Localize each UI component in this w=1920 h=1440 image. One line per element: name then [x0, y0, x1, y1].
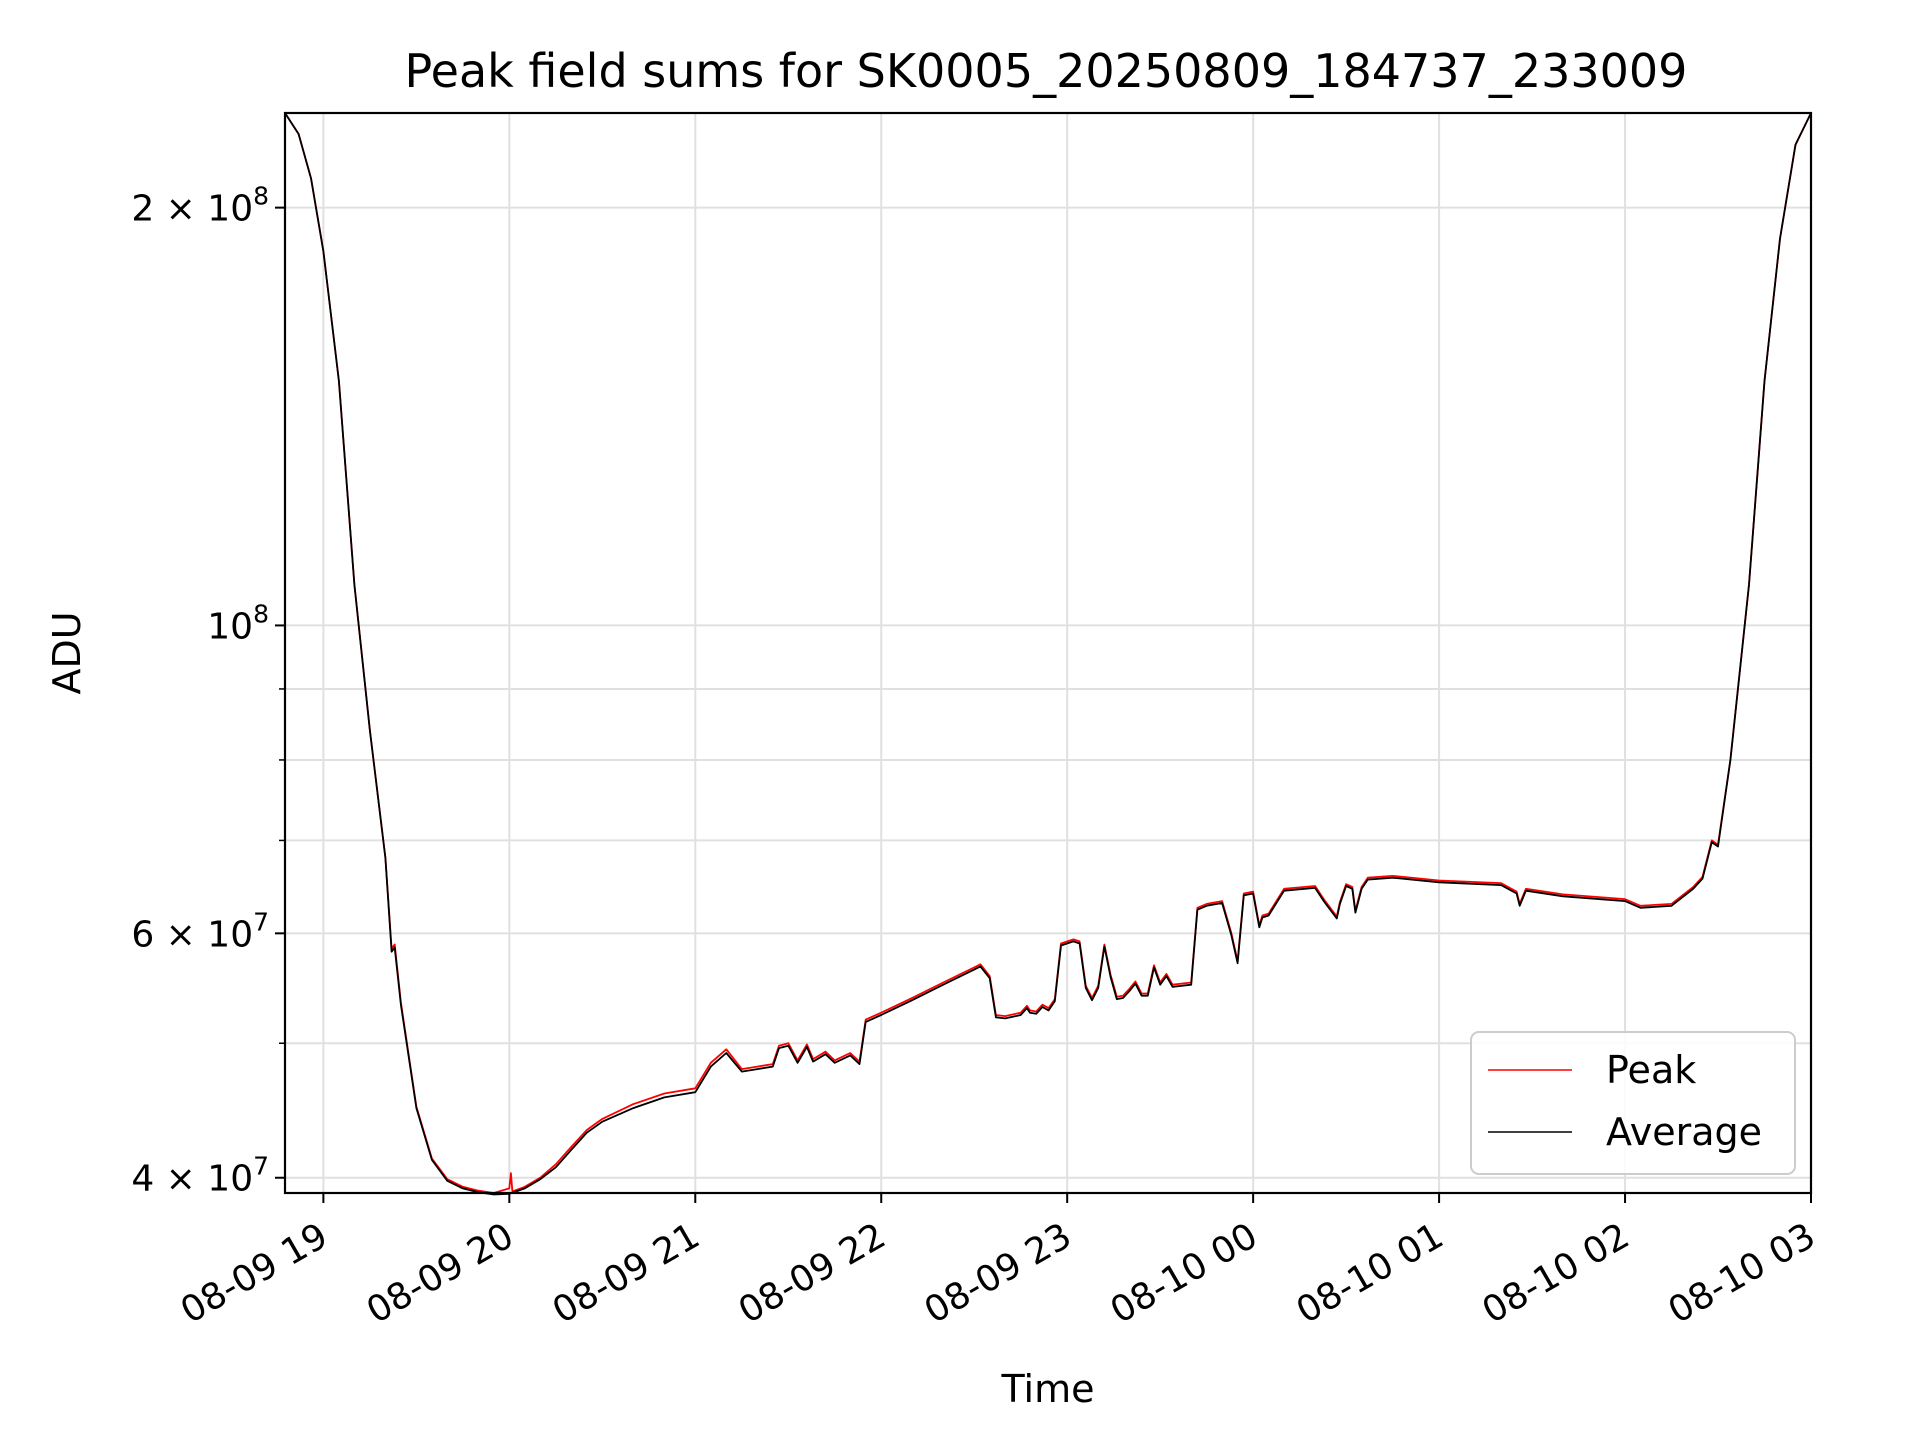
x-tick-label: 08-10 00: [1104, 1215, 1265, 1331]
x-tick-label: 08-10 03: [1662, 1215, 1823, 1331]
chart-title: Peak field sums for SK0005_20250809_1847…: [405, 44, 1688, 98]
x-ticks: 08-09 19 08-09 20 08-09 21 08-09 22 08-09 23…: [174, 1193, 1822, 1332]
y-tick-label: 2 × 108: [131, 182, 269, 230]
legend-label-average: Average: [1606, 1110, 1762, 1154]
legend[interactable]: Peak Average: [1470, 1031, 1796, 1175]
y-tick-label: 4 × 107: [131, 1152, 269, 1200]
series-layer: [284, 112, 1812, 1196]
x-tick-label: 08-09 23: [918, 1215, 1079, 1331]
x-tick-label: 08-09 22: [732, 1215, 893, 1331]
legend-label-peak: Peak: [1606, 1048, 1696, 1092]
x-axis-label: Time: [1001, 1367, 1095, 1411]
x-tick-label: 08-09 21: [546, 1215, 707, 1331]
grid: [285, 113, 1812, 1193]
x-tick-label: 08-09 19: [174, 1215, 335, 1331]
legend-box: [1470, 1031, 1796, 1175]
plot-frame: [283, 111, 1813, 1195]
x-tick-label: 08-10 02: [1476, 1215, 1637, 1331]
y-tick-label: 6 × 107: [131, 907, 269, 955]
series-line-average: [284, 112, 1812, 1196]
x-tick-label: 08-10 01: [1290, 1215, 1451, 1331]
y-tick-label: 108: [207, 599, 269, 647]
y-axis-label: ADU: [45, 611, 89, 694]
x-tick-label: 08-09 20: [360, 1215, 521, 1331]
y-ticks: 4 × 107 6 × 107 108 2 × 108: [131, 182, 285, 1200]
